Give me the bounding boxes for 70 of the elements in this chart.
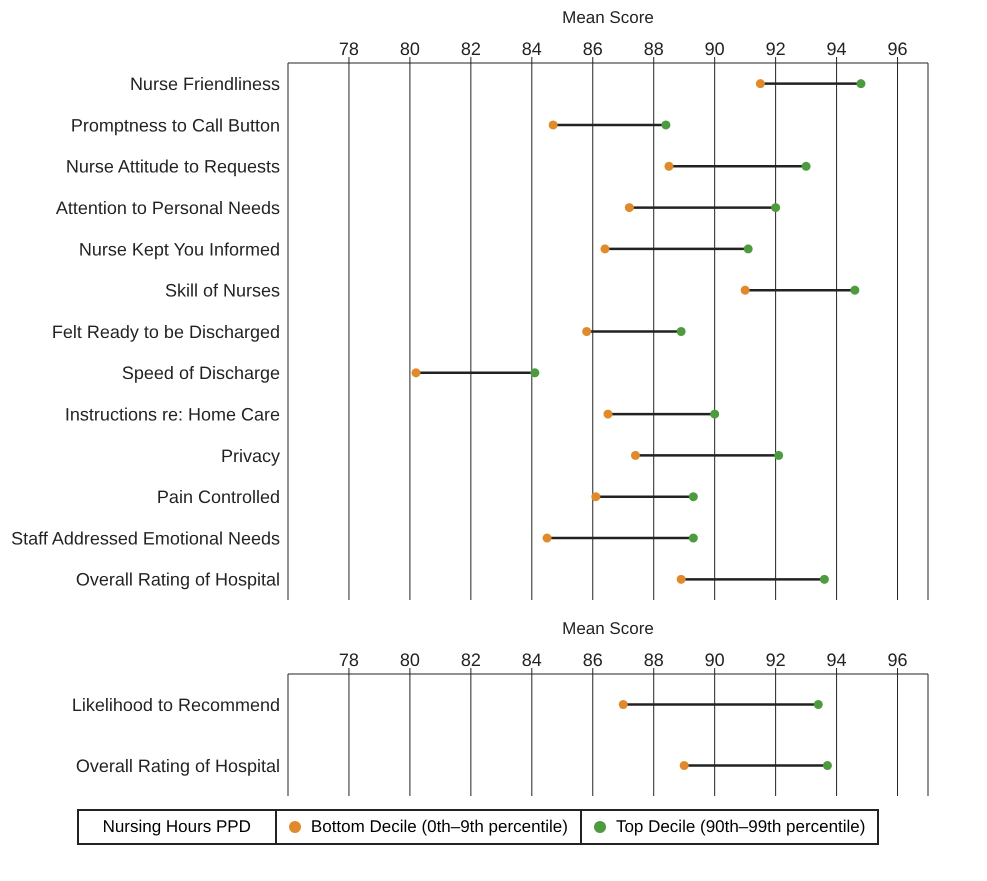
x-tick-label: 82 [460,39,481,59]
legend-label: Bottom Decile (0th–9th percentile) [276,811,582,843]
y-tick-label: Overall Rating of Hospital [76,756,280,776]
x-tick-label: 92 [766,39,786,59]
x-tick-label: 78 [338,650,359,670]
y-tick-label: Nurse Attitude to Requests [66,156,280,177]
y-tick-label: Staff Addressed Emotional Needs [11,528,280,548]
x-tick-label: 86 [582,650,603,670]
x-tick-label: 94 [826,39,847,59]
x-tick-label: 80 [400,650,420,670]
x-tick-label: 88 [644,650,664,670]
point [756,79,765,88]
y-tick-label: Skill of Nurses [164,280,280,301]
point [630,450,640,460]
point [740,286,750,295]
point [680,760,689,770]
y-tick-label: Promptness to Call Button [70,115,280,136]
point [530,368,540,378]
point [411,368,421,378]
y-tick-label: Speed of Discharge [122,363,280,384]
x-tick-label: 78 [338,39,359,59]
point [542,534,552,543]
point [582,326,592,336]
x-tick-label: 92 [766,650,786,670]
x-tick-label: 82 [460,650,481,670]
y-tick-label: Overall Rating of Hospital [76,570,280,590]
x-tick-label: 94 [826,650,847,670]
x-tick-label: 86 [582,39,603,59]
point [600,244,610,254]
point [661,120,670,130]
x-tick-label: 90 [704,39,725,59]
x-tick-label: 96 [888,650,908,670]
point [618,700,628,710]
point [664,162,674,171]
y-tick-label: Nurse Friendliness [130,74,280,94]
point [676,574,686,584]
point [850,286,860,295]
point [603,410,613,419]
x-tick-label: 84 [522,39,542,59]
point [624,203,634,212]
point [771,203,780,212]
point [820,574,829,584]
point [802,162,811,171]
y-tick-label: Pain Controlled [156,487,280,508]
point [591,492,600,502]
y-tick-label: Felt Ready to be Discharged [52,322,280,342]
x-tick-label: 80 [400,39,420,59]
legend-label: Top Decile (90th–99th percentile) [614,816,866,838]
point [744,244,753,254]
point [814,700,823,710]
x-tick-label: 96 [888,39,908,59]
point [548,120,558,130]
y-tick-label: Likelihood to Recommend [72,694,280,715]
x-tick-label: 84 [522,650,542,670]
y-tick-label: Instructions re: Home Care [64,404,280,425]
x-tick-label: 88 [644,39,664,59]
legend-title: Nursing Hours PPD [78,811,277,843]
x-axis-title: Mean Score [561,619,655,639]
point [688,534,698,543]
point [688,492,698,502]
x-axis-title: Mean Score [561,8,655,28]
point [822,760,832,770]
point [710,410,720,419]
y-tick-label: Attention to Personal Needs [56,198,280,218]
point [676,326,686,336]
y-tick-label: Privacy [220,446,280,466]
point [856,79,866,88]
point [774,450,784,460]
y-tick-label: Nurse Kept You Informed [78,239,280,260]
x-tick-label: 90 [704,650,725,670]
